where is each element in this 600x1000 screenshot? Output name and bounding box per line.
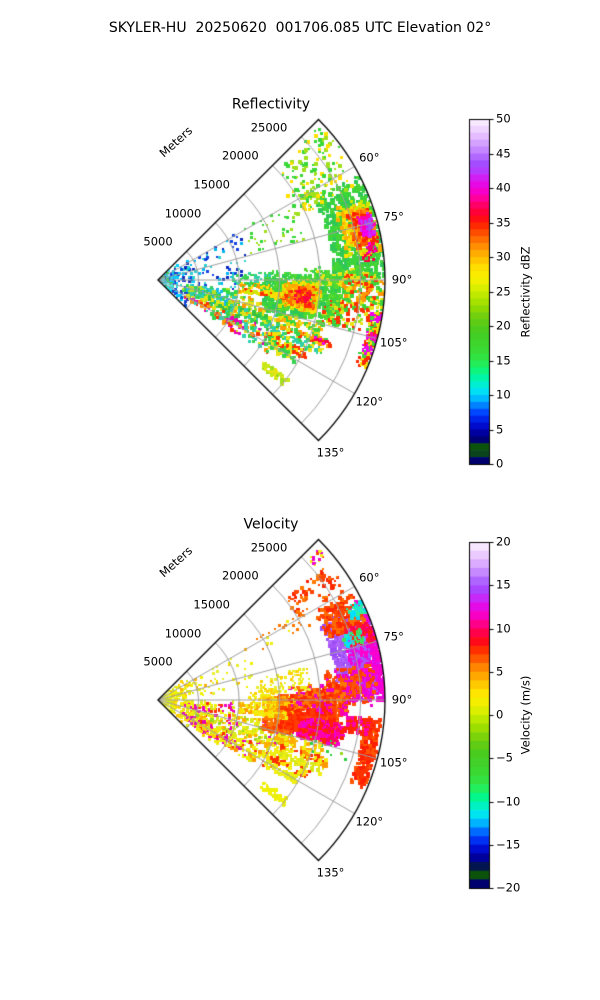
- colorbar-tick-label: 15: [496, 353, 511, 368]
- range-tick-label: 10000: [164, 626, 202, 641]
- colorbar-tick-label: 40: [496, 180, 511, 195]
- colorbar-tick-label: 20: [496, 318, 511, 333]
- range-tick-label: 25000: [250, 540, 288, 555]
- azimuth-tick-label: 105°: [379, 755, 408, 770]
- figure-title: SKYLER-HU 20250620 001706.085 UTC Elevat…: [108, 20, 492, 36]
- velocity-panel-title: Velocity: [243, 516, 299, 533]
- range-tick-label: 10000: [164, 206, 202, 221]
- colorbar-tick-label: 45: [496, 146, 511, 161]
- range-tick-label: 15000: [193, 597, 230, 612]
- range-tick-label: 15000: [193, 177, 230, 192]
- azimuth-tick-label: 135°: [316, 865, 345, 880]
- azimuth-tick-label: 90°: [391, 692, 413, 707]
- colorbar-tick-label: 5: [496, 422, 504, 437]
- reflectivity-panel-title: Reflectivity: [231, 96, 311, 113]
- range-tick-label: 25000: [250, 120, 288, 135]
- velocity-colorbar-label: Velocity (m/s): [518, 675, 533, 755]
- azimuth-tick-label: 60°: [359, 570, 380, 585]
- range-tick-label: 20000: [222, 149, 259, 164]
- range-tick-label: 20000: [222, 569, 259, 584]
- range-tick-label: 5000: [143, 235, 173, 250]
- colorbar-tick-label: −10: [496, 794, 521, 809]
- reflectivity-colorbar-label: Reflectivity dBZ: [518, 246, 533, 337]
- colorbar-tick-label: 10: [496, 387, 511, 402]
- colorbar-tick-label: 35: [496, 215, 511, 230]
- colorbar-tick-label: −15: [496, 837, 521, 852]
- colorbar-tick-label: 0: [496, 456, 504, 471]
- azimuth-tick-label: 75°: [383, 209, 404, 224]
- azimuth-tick-label: 90°: [391, 272, 413, 287]
- colorbar-tick-label: 15: [496, 577, 511, 592]
- colorbar-tick-label: 0: [496, 707, 504, 722]
- colorbar-tick-label: 10: [496, 621, 511, 636]
- colorbar-tick-label: 25: [496, 284, 511, 299]
- azimuth-tick-label: 75°: [383, 629, 404, 644]
- azimuth-tick-label: 60°: [359, 150, 380, 165]
- colorbar-tick-label: 50: [496, 111, 511, 126]
- azimuth-tick-label: 120°: [355, 394, 384, 409]
- colorbar-tick-label: 5: [496, 664, 504, 679]
- range-tick-label: 5000: [143, 655, 173, 670]
- azimuth-tick-label: 120°: [355, 814, 384, 829]
- colorbar-tick-label: −5: [496, 750, 513, 765]
- colorbar-tick-label: −20: [496, 880, 521, 895]
- colorbar-tick-label: 20: [496, 534, 511, 549]
- azimuth-tick-label: 135°: [316, 445, 345, 460]
- colorbar-tick-label: 30: [496, 249, 511, 264]
- azimuth-tick-label: 105°: [379, 335, 408, 350]
